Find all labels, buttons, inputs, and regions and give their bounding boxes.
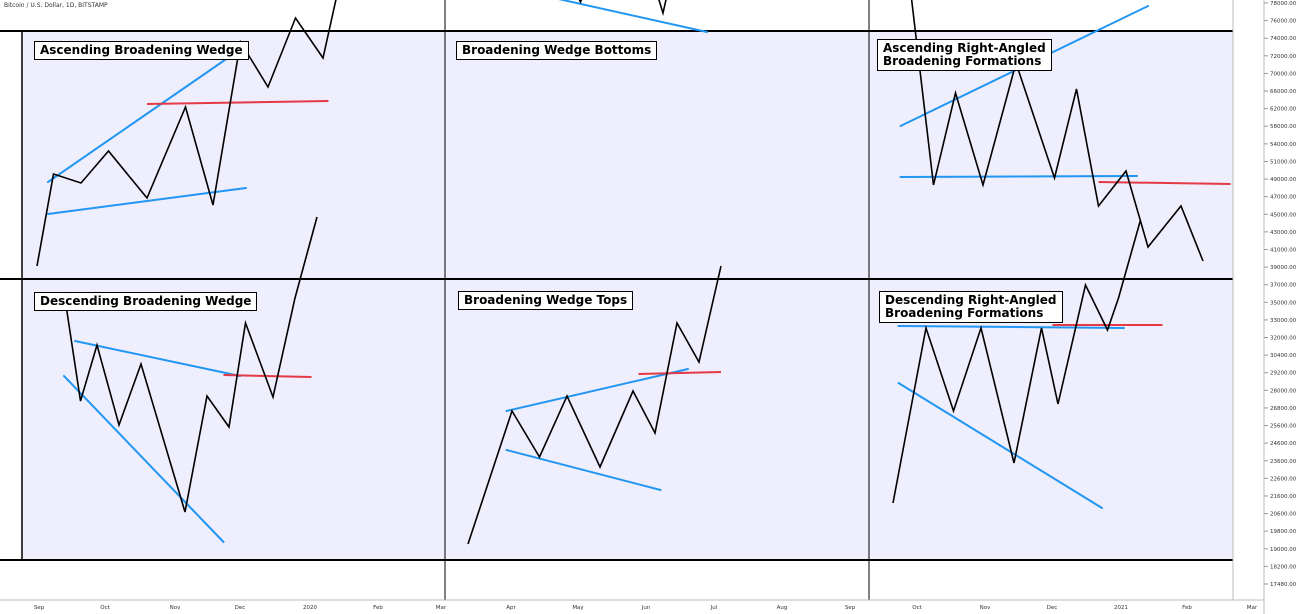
price-line-4 bbox=[63, 216, 318, 513]
panel-background-1 bbox=[22, 31, 445, 279]
pattern-title-1: Ascending Broadening Wedge bbox=[34, 41, 249, 60]
breakout-level-3-1 bbox=[1098, 181, 1231, 185]
time-axis-label: Feb bbox=[1182, 605, 1192, 611]
price-axis-label: 37000.00 bbox=[1270, 283, 1297, 289]
price-axis-label: 32000.00 bbox=[1270, 336, 1297, 342]
time-axis-label: Mar bbox=[436, 605, 447, 611]
price-axis-label: 18200.00 bbox=[1270, 564, 1297, 570]
price-axis-label: 29200.00 bbox=[1270, 371, 1297, 377]
pattern-panel-5 bbox=[467, 265, 722, 545]
price-axis-label: 72000.00 bbox=[1270, 54, 1297, 60]
price-axis-label: 19800.00 bbox=[1270, 529, 1297, 535]
trendline-4-1 bbox=[74, 340, 241, 377]
trendline-1-1 bbox=[47, 52, 236, 183]
time-axis-label: Feb bbox=[373, 605, 383, 611]
price-axis-label: 41000.00 bbox=[1270, 247, 1297, 253]
price-axis-label: 20600.00 bbox=[1270, 512, 1297, 518]
trendline-5-2 bbox=[505, 449, 662, 491]
trendline-6-2 bbox=[897, 382, 1103, 509]
price-axis-label: 24600.00 bbox=[1270, 441, 1297, 447]
time-axis-label: Apr bbox=[506, 605, 516, 611]
price-axis-label: 70000.00 bbox=[1270, 71, 1297, 77]
time-axis-label: Sep bbox=[845, 605, 856, 611]
price-axis-label: 33000.00 bbox=[1270, 318, 1297, 324]
pattern-panel-6 bbox=[892, 219, 1163, 509]
trendline-4-2 bbox=[63, 375, 225, 543]
price-axis-label: 23600.00 bbox=[1270, 459, 1297, 465]
trendline-1-2 bbox=[47, 187, 247, 215]
price-axis-label: 47000.00 bbox=[1270, 195, 1297, 201]
price-axis-label: 39000.00 bbox=[1270, 265, 1297, 271]
price-line-6 bbox=[892, 219, 1142, 504]
time-axis-label: Aug bbox=[777, 605, 788, 611]
pattern-title-3: Ascending Right-Angled Broadening Formati… bbox=[877, 39, 1052, 71]
price-axis-label: 49000.00 bbox=[1270, 177, 1297, 183]
price-axis-label: 51000.00 bbox=[1270, 159, 1297, 165]
time-axis-label: Nov bbox=[170, 605, 181, 611]
time-axis-label: 2020 bbox=[303, 605, 317, 611]
price-axis-label: 74000.00 bbox=[1270, 36, 1297, 42]
price-axis-label: 22600.00 bbox=[1270, 476, 1297, 482]
time-axis-label: Nov bbox=[980, 605, 991, 611]
price-axis-label: 45000.00 bbox=[1270, 212, 1297, 218]
time-axis-label: Sep bbox=[34, 605, 45, 611]
trendline-5-1 bbox=[505, 368, 689, 412]
pattern-panel-2 bbox=[558, 0, 708, 33]
price-axis-label: 58000.00 bbox=[1270, 124, 1297, 130]
trendline-3-2 bbox=[899, 175, 1138, 178]
price-axis-label: 19000.00 bbox=[1270, 547, 1297, 553]
price-axis-label: 17480.00 bbox=[1270, 582, 1297, 588]
breakout-level-1-1 bbox=[146, 100, 329, 105]
breakout-level-5-1 bbox=[638, 371, 722, 375]
price-axis-label: 43000.00 bbox=[1270, 230, 1297, 236]
pattern-title-2: Broadening Wedge Bottoms bbox=[456, 41, 658, 60]
trendline-6-1 bbox=[897, 325, 1125, 329]
price-axis-label: 25600.00 bbox=[1270, 424, 1297, 430]
time-axis-label: Jul bbox=[710, 605, 718, 611]
price-axis-label: 78000.00 bbox=[1270, 1, 1297, 7]
time-axis-label: Oct bbox=[100, 605, 110, 611]
price-axis-label: 26800.00 bbox=[1270, 406, 1297, 412]
breakout-level-4-1 bbox=[223, 374, 312, 378]
price-line-5 bbox=[467, 265, 722, 545]
price-axis-label: 21600.00 bbox=[1270, 494, 1297, 500]
price-axis-label: 28000.00 bbox=[1270, 388, 1297, 394]
price-axis-label: 54000.00 bbox=[1270, 142, 1297, 148]
pattern-title-5: Broadening Wedge Tops bbox=[458, 291, 634, 310]
trendline-2-2 bbox=[558, 0, 708, 33]
pattern-panel-1 bbox=[36, 0, 337, 267]
time-axis-label: Jun bbox=[641, 605, 651, 611]
pattern-title-6: Descending Right-Angled Broadening Format… bbox=[879, 291, 1063, 323]
price-axis-label: 35000.00 bbox=[1270, 300, 1297, 306]
time-axis-label: Oct bbox=[912, 605, 922, 611]
time-axis-label: Dec bbox=[235, 605, 246, 611]
pattern-panel-4 bbox=[63, 216, 318, 543]
pattern-title-4: Descending Broadening Wedge bbox=[34, 292, 258, 311]
panel-background-4 bbox=[22, 279, 445, 560]
price-line-2 bbox=[578, 0, 667, 17]
price-axis-label: 62000.00 bbox=[1270, 107, 1297, 113]
time-axis-label: May bbox=[572, 605, 584, 611]
price-axis-label: 66000.00 bbox=[1270, 89, 1297, 95]
time-axis-label: 2021 bbox=[1114, 605, 1128, 611]
panel-background-2 bbox=[445, 31, 869, 279]
symbol-info: Bitcoin / U.S. Dollar, 1D, BITSTAMP bbox=[4, 2, 108, 9]
price-axis-label: 76000.00 bbox=[1270, 19, 1297, 25]
time-axis-label: Mar bbox=[1247, 605, 1258, 611]
price-axis-label: 30400.00 bbox=[1270, 353, 1297, 359]
time-axis-label: Dec bbox=[1047, 605, 1058, 611]
price-line-3 bbox=[910, 0, 1204, 262]
price-line-1 bbox=[36, 0, 337, 267]
